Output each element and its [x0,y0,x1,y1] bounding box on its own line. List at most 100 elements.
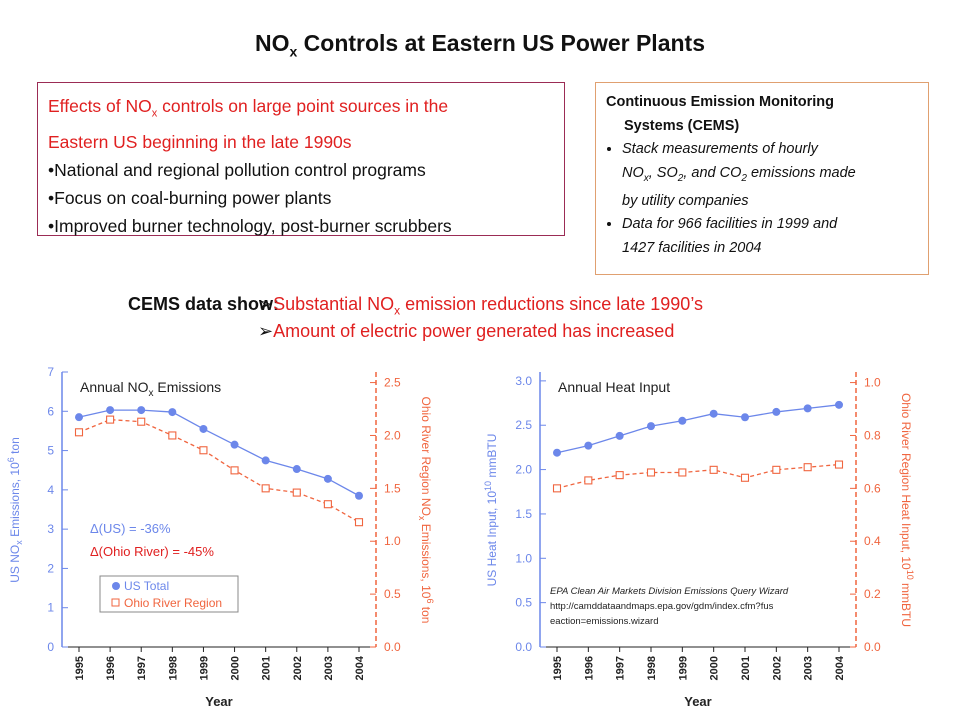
source-note-url-cont[interactable]: eaction=emissions.wizard [550,616,659,627]
series-group [552,400,844,493]
series-group [74,406,364,527]
right-axis-label: Ohio River Region Heat Input, 1010 mmBTU [899,393,915,627]
right-tick-group: 0.0 0.2 0.4 0.6 0.8 1.0 [850,376,881,654]
left-tick-label: 7 [47,365,54,379]
x-tick-label: 1997 [615,656,627,680]
right-tick-label: 0.8 [864,428,881,442]
right-tick-label: 0.5 [384,587,401,601]
us-data-point [292,465,301,474]
finding-2: ➢Amount of electric power generated has … [258,321,675,341]
right-tick-group: 0.0 0.5 1.0 1.5 2.0 2.5 [370,376,401,654]
x-tick-label: 1998 [646,656,658,680]
right-tick-label: 1.5 [384,481,401,495]
x-tick-label: 1995 [552,656,564,680]
right-axis-label: Ohio River Region NOx Emissions, 106 ton [417,397,435,624]
right-tick-label: 2.0 [384,428,401,442]
legend-us-marker [112,582,120,590]
ohio-data-point [230,466,239,475]
ohio-data-point [584,476,593,485]
left-tick-label: 2.5 [515,418,532,432]
x-tick-label: 1999 [198,656,210,680]
x-tick-label: 1996 [583,656,595,680]
left-tick-label: 1 [47,601,54,615]
ohio-data-point [709,465,718,474]
cems-heading: Continuous Emission Monitoring [606,94,834,110]
x-tick-label: 1995 [74,656,86,680]
ohio-data-point [168,431,177,440]
us-data-point [835,400,843,409]
right-tick-label: 0.0 [864,640,881,654]
x-tick-label: 2003 [323,656,335,680]
us-data-point [355,491,363,500]
ohio-data-point [615,471,624,480]
x-tick-label: 2001 [261,656,273,680]
ohio-data-point [772,465,781,474]
x-tick-label: 2004 [354,655,366,680]
ohio-data-point [803,463,812,472]
legend-box [99,575,239,613]
us-data-point [741,413,749,422]
us-data-point [678,416,687,425]
ohio-data-point [261,484,270,493]
left-tick-group: 0.0 0.5 1.0 1.5 2.0 2.5 3.0 [515,374,546,654]
us-data-point [709,409,718,418]
legend-us-label: US Total [124,579,169,593]
x-tick-group: 1995 1996 1997 1998 1999 2000 2001 2002 2003 2004 [74,647,366,680]
us-data-point [584,441,593,450]
us-data-point [106,406,115,415]
us-data-point [803,404,812,413]
x-tick-label: 1996 [105,656,117,680]
left-tick-label: 5 [47,444,54,458]
left-tick-label: 3 [47,522,54,536]
ohio-data-point [74,428,84,437]
us-data-point [647,422,655,431]
cems-heading-line2: Systems (CEMS) [624,117,740,134]
source-note-url[interactable]: http://camddataandmaps.epa.gov/gdm/index… [550,601,774,612]
left-tick-label: 0 [47,640,54,654]
chart-title: Annual Heat Input [558,379,670,395]
x-tick-label: 2002 [771,656,783,680]
heat-input-chart: 0.0 0.5 1.0 1.5 2.0 2.5 3.0 0.0 0.2 0.4 0.6 0.8 1.0… [483,372,915,709]
delta-ohio-annotation: Δ(Ohio River) = -45% [90,544,214,559]
x-tick-label: 2001 [740,656,752,680]
right-tick-label: 1.0 [384,534,401,548]
x-tick-label: 2000 [230,656,242,680]
ohio-data-point [323,500,332,509]
us-data-point [199,424,208,433]
legend-ohio-marker [111,598,120,607]
us-series-line [78,409,360,497]
left-tick-label: 4 [47,483,54,497]
left-tick-label: 2 [47,561,54,575]
x-tick-label: 1997 [136,656,148,680]
chart-title: Annual NOx Emissions [80,379,221,399]
arrow-bullet-icon: ➢ [258,321,274,341]
effects-bullet: •National and regional pollution control… [48,159,426,180]
left-axis-label: US NOx Emissions, 106 ton [6,437,24,583]
us-data-point [323,474,332,483]
left-tick-label: 0.0 [515,640,532,654]
effects-text-box: Effects of NOx controls on large point s… [37,82,565,236]
us-data-point [230,440,239,449]
right-tick-label: 1.0 [864,376,881,390]
effects-bullet: •Focus on coal-burning power plants [48,187,332,208]
ohio-series-line [556,463,840,489]
right-tick-label: 0.0 [384,640,401,654]
x-tick-label: 2003 [803,656,815,680]
right-tick-label: 0.4 [864,534,881,548]
arrow-bullet-icon: ➢ [258,294,274,314]
x-tick-group: 1995 1996 1997 1998 1999 2000 2001 2002 2003 2004 [552,647,846,680]
left-tick-label: 2.0 [515,463,532,477]
x-tick-label: 2004 [834,655,846,680]
us-data-point [553,448,561,457]
ohio-data-point [552,484,562,493]
ohio-data-point [292,488,301,497]
x-tick-label: 2000 [709,656,721,680]
ohio-series-line [78,418,360,523]
x-axis-label: Year [205,694,232,709]
ohio-data-point [106,415,115,424]
effects-heading-line1: Effects of NOx controls on large point s… [48,96,449,120]
ohio-data-point [834,460,844,469]
effects-heading-line2: Eastern US beginning in the late 1990s [48,131,352,152]
left-tick-group: 0 1 2 3 4 5 6 7 [47,365,68,654]
